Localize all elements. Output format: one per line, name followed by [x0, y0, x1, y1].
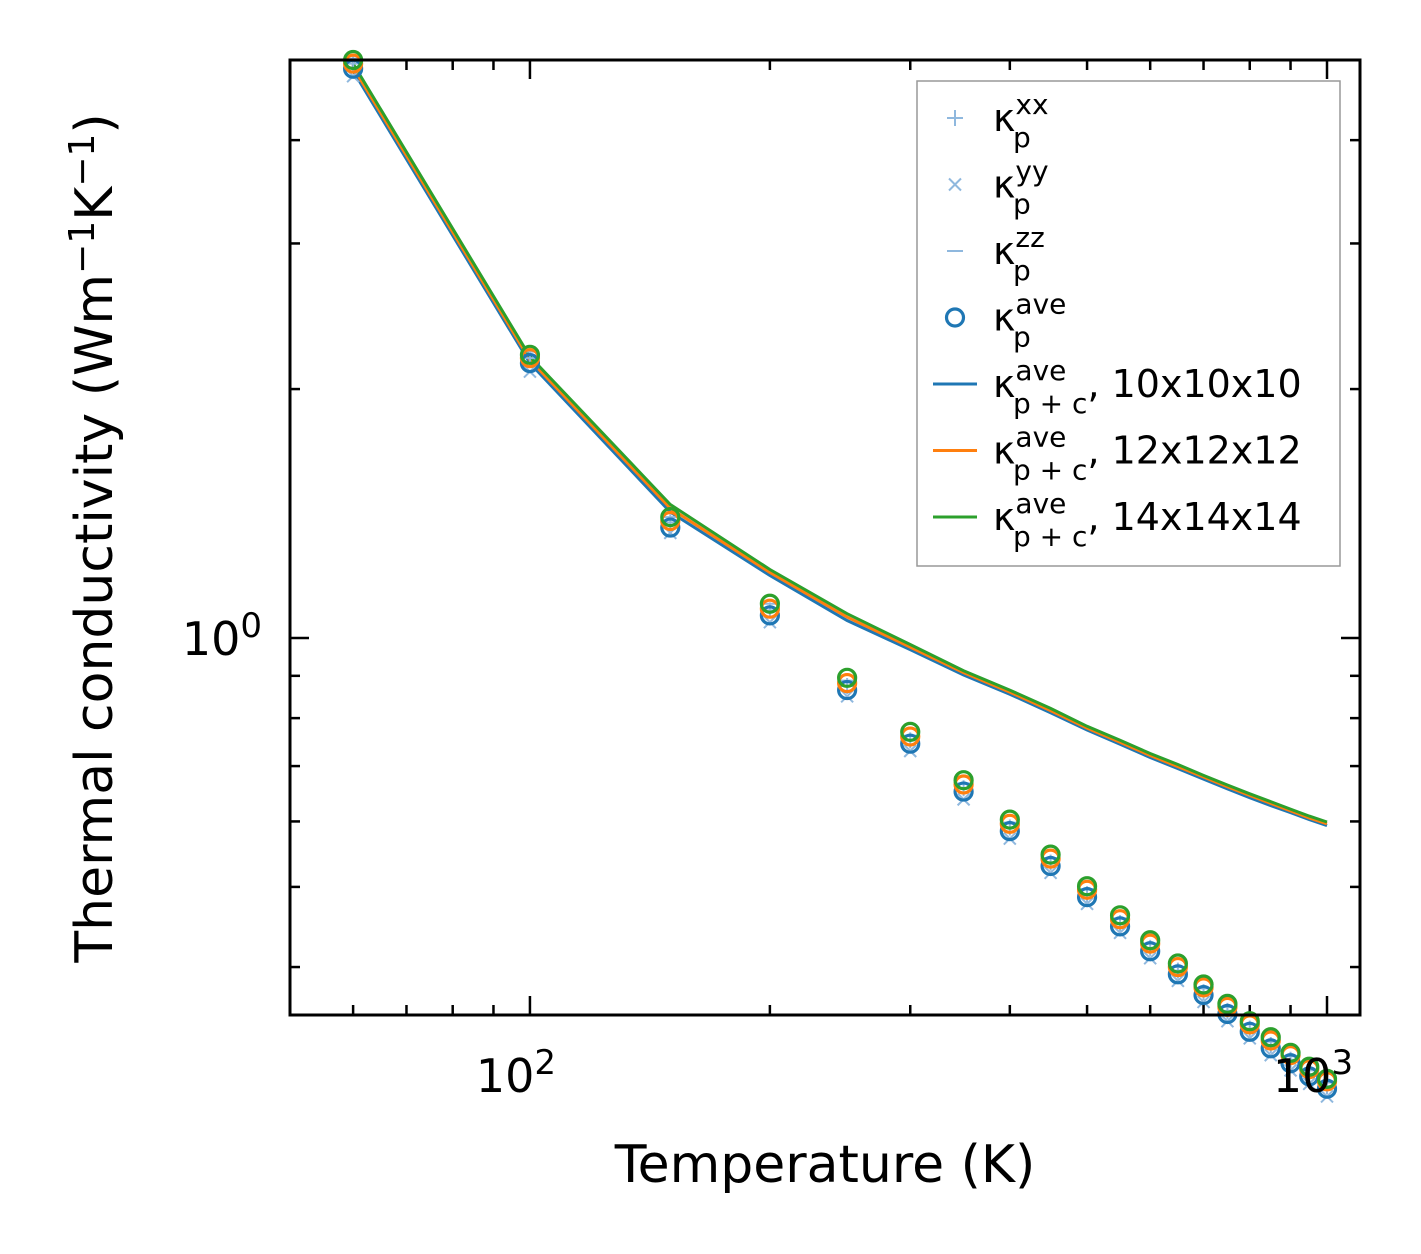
legend-label: κzz p [993, 221, 1045, 287]
data-point-circle [1109, 916, 1131, 937]
data-point-circle [1140, 930, 1161, 951]
legend-marker-plus [947, 110, 963, 126]
data-point-x [1243, 1031, 1257, 1046]
legend-marker-x [948, 177, 962, 192]
data-point-circle [1239, 1021, 1260, 1042]
plot-frame [288, 58, 1362, 1017]
data-point-circle [660, 507, 681, 528]
legend-label: κxx p [993, 88, 1049, 154]
series-lines [351, 62, 1328, 828]
series-line [351, 66, 1328, 826]
x-tick-label: 103 [1273, 1043, 1353, 1103]
data-point-circle [1280, 1053, 1301, 1074]
data-point-circle [1167, 964, 1188, 985]
legend-label: κave p [993, 288, 1066, 354]
data-point-circle [953, 781, 974, 802]
data-point-circle [1316, 1078, 1338, 1099]
data-point-circle [1140, 941, 1161, 962]
data-point-circle [900, 721, 921, 742]
data-point-circle [953, 770, 974, 791]
y-tick-label: 100 [182, 606, 262, 666]
data-point-circle [999, 809, 1020, 830]
data-point-circle [1239, 1011, 1260, 1032]
data-point-circle [1316, 1068, 1338, 1089]
tick-labels: 102 103 100 [182, 606, 1353, 1103]
data-point-circle [519, 344, 541, 365]
data-point-circle [1109, 905, 1131, 926]
data-point-circle [1040, 855, 1061, 877]
series-points [343, 49, 1338, 1104]
data-point-circle [1299, 1056, 1320, 1077]
data-point-x [1264, 1048, 1278, 1062]
data-point-circle [1260, 1027, 1281, 1048]
data-point-circle [1193, 984, 1214, 1006]
x-tick-label: 102 [476, 1043, 556, 1103]
data-point-circle [759, 593, 780, 614]
data-point-x [1043, 866, 1058, 880]
data-point-circle [1260, 1038, 1281, 1059]
axis-ticks [288, 58, 1360, 1015]
data-point-x [1080, 897, 1094, 911]
series-line [351, 70, 1328, 828]
data-point-circle [1076, 876, 1098, 897]
data-point-x [1196, 995, 1211, 1009]
data-point-circle [837, 679, 858, 701]
data-point-circle [759, 605, 780, 626]
data-point-circle [1076, 887, 1098, 908]
legend-box [916, 80, 1341, 567]
data-point-circle [1167, 953, 1188, 974]
legend-label: κave p + c, 14x14x14 [993, 487, 1302, 553]
legend-label: κave p + c, 12x12x12 [993, 421, 1302, 487]
data-point-circle [837, 667, 858, 688]
data-point-circle [900, 733, 921, 754]
y-axis-title: Thermal conductivity (Wm−1K−1) [62, 113, 125, 963]
legend-label: κyy p [993, 155, 1049, 221]
data-point-circle [1193, 974, 1214, 995]
legend-label: κave p + c, 10x10x10 [993, 354, 1302, 420]
data-point-circle [1040, 844, 1061, 865]
data-point-circle [1280, 1042, 1301, 1063]
series-line [351, 62, 1328, 824]
legend-marker-circle [944, 307, 966, 328]
data-point-circle [1217, 993, 1238, 1014]
data-point-circle [999, 821, 1020, 842]
data-point-x [1171, 974, 1185, 988]
data-point-x [763, 615, 777, 629]
x-axis-title: Temperature (K) [614, 1135, 1036, 1195]
data-point-x [1113, 926, 1127, 940]
data-point-circle [660, 517, 681, 538]
